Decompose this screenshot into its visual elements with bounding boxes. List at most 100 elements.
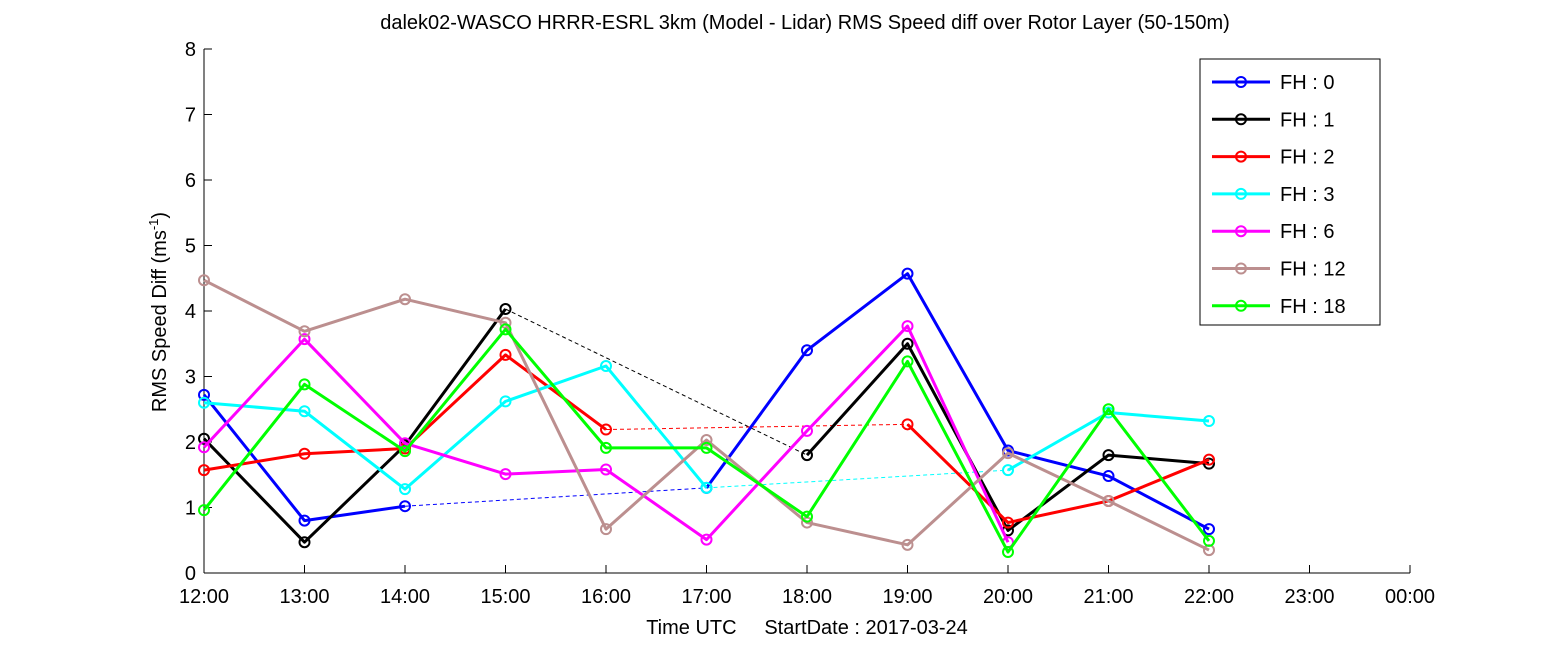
x-axis-label: Time UTC StartDate : 2017-03-24 — [646, 617, 968, 639]
data-point — [399, 445, 411, 458]
y-tick-label: 6 — [185, 170, 196, 192]
legend-swatch-marker — [1235, 113, 1247, 126]
series-5 — [198, 274, 1215, 557]
series-line — [202, 308, 507, 544]
data-point — [600, 463, 612, 476]
series-4 — [198, 320, 1014, 549]
x-tick-label: 14:00 — [380, 586, 430, 608]
legend-box — [1199, 58, 1381, 326]
data-point — [298, 536, 311, 549]
data-point — [198, 441, 210, 454]
legend-swatch-marker — [1235, 262, 1247, 275]
data-point — [901, 320, 914, 333]
x-tick-label: 23:00 — [1284, 586, 1334, 608]
series-group — [198, 267, 1215, 559]
data-point — [499, 468, 512, 481]
data-point — [801, 449, 813, 462]
y-axis-label: RMS Speed Diff (ms-1) — [146, 212, 171, 412]
legend-label: FH : 2 — [1280, 147, 1334, 169]
y-tick-label: 7 — [185, 105, 196, 127]
series-1 — [198, 303, 1215, 549]
x-tick-label: 12:00 — [179, 586, 229, 608]
series-line — [805, 342, 1210, 532]
legend-label: FH : 12 — [1280, 259, 1346, 281]
data-point — [198, 396, 210, 409]
data-point — [700, 533, 713, 546]
data-point — [1002, 464, 1014, 477]
legend-label: FH : 3 — [1280, 184, 1334, 206]
y-tick-label: 0 — [185, 563, 196, 585]
series-line — [1007, 411, 1210, 472]
data-point — [801, 424, 813, 437]
legend-swatch-marker — [1235, 150, 1247, 163]
y-tick-label: 1 — [185, 498, 196, 520]
data-point — [1102, 470, 1115, 483]
data-point — [499, 395, 512, 408]
y-tick-label: 8 — [185, 39, 196, 61]
data-point — [499, 323, 512, 336]
data-point — [901, 337, 914, 350]
y-tick-label: 4 — [185, 301, 196, 323]
x-tick-label: 17:00 — [681, 586, 731, 608]
data-point — [600, 523, 612, 536]
data-point — [399, 500, 411, 513]
chart-title: dalek02-WASCO HRRR-ESRL 3km (Model - Lid… — [380, 12, 1230, 34]
data-point — [901, 538, 914, 551]
data-point — [298, 378, 311, 391]
data-point — [198, 388, 210, 401]
data-point — [1102, 403, 1115, 416]
data-point — [600, 360, 612, 373]
gap-link — [404, 487, 707, 507]
series-line — [203, 364, 708, 491]
data-point — [700, 441, 713, 454]
y-tick-label: 2 — [185, 432, 196, 454]
data-point — [1203, 457, 1215, 470]
legend-swatch-marker — [1235, 225, 1247, 238]
data-point — [499, 303, 512, 316]
data-point — [298, 333, 311, 346]
data-point — [198, 432, 210, 445]
x-tick-label: 00:00 — [1385, 586, 1435, 608]
legend-label: FH : 0 — [1280, 72, 1334, 94]
data-point — [1002, 516, 1014, 529]
data-point — [298, 325, 311, 338]
data-point — [600, 423, 612, 436]
data-point — [1002, 447, 1014, 460]
data-point — [298, 405, 311, 418]
series-line — [202, 324, 1010, 543]
y-tick-label: 3 — [185, 367, 196, 389]
legend-swatch-marker — [1235, 299, 1247, 312]
data-point — [901, 267, 914, 280]
series-line — [705, 272, 1210, 531]
x-tick-label: 13:00 — [279, 586, 329, 608]
x-tick-label: 20:00 — [983, 586, 1033, 608]
data-point — [198, 504, 210, 517]
data-point — [700, 481, 713, 494]
data-point — [499, 348, 512, 361]
data-point — [298, 447, 311, 460]
data-point — [298, 514, 311, 527]
x-tick-label: 22:00 — [1184, 586, 1234, 608]
series-3 — [198, 360, 1215, 496]
data-point — [1102, 494, 1115, 507]
legend-label: FH : 1 — [1280, 109, 1334, 131]
series-line — [906, 423, 1210, 525]
data-point — [198, 464, 210, 477]
y-tick-label: 5 — [185, 236, 196, 258]
data-point — [399, 483, 411, 496]
legend: FH : 0 FH : 1 FH : 2 FH : 3 FH : 6 FH : 12 FH … — [1199, 58, 1381, 326]
data-point — [801, 344, 813, 357]
data-point — [1102, 449, 1115, 462]
data-point — [1203, 523, 1215, 536]
x-tick-label: 15:00 — [480, 586, 530, 608]
data-point — [901, 355, 914, 368]
legend-swatch-marker — [1235, 187, 1247, 200]
series-line — [202, 327, 1211, 554]
data-point — [801, 510, 813, 523]
x-tick-label: 16:00 — [581, 586, 631, 608]
series-6 — [198, 323, 1215, 559]
x-tick-label: 18:00 — [782, 586, 832, 608]
legend-label: FH : 18 — [1280, 296, 1346, 318]
data-point — [198, 274, 210, 287]
